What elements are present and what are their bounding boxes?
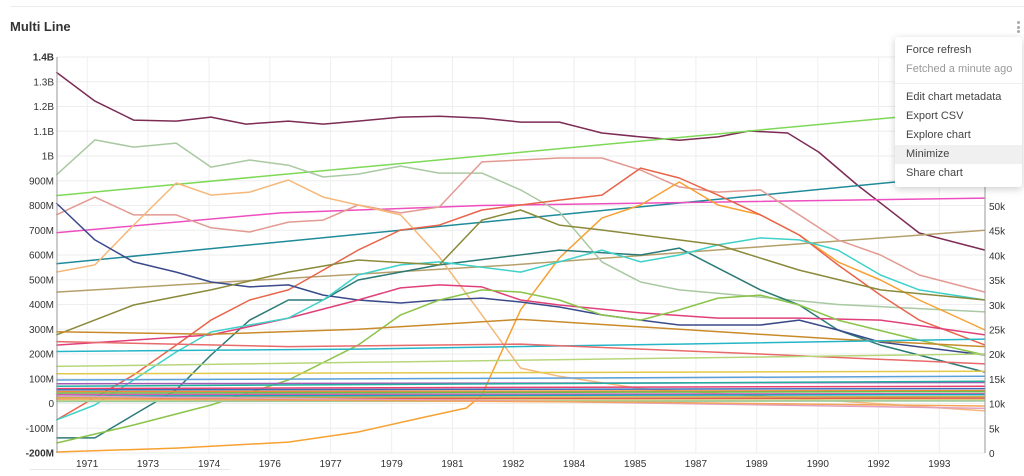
y2-tick-label: 15k xyxy=(989,375,1006,386)
series-line-1 xyxy=(56,108,986,197)
series-line-24 xyxy=(56,385,986,390)
y-tick-label: 1.1B xyxy=(33,127,54,138)
menu-divider xyxy=(895,83,1022,84)
top-divider xyxy=(10,6,1024,7)
series-line-17 xyxy=(56,338,986,353)
series-line-9 xyxy=(55,167,986,421)
series-line-14 xyxy=(56,289,986,444)
menu-fetched-status: Fetched a minute ago xyxy=(906,63,1013,75)
y-tick-label: 1.2B xyxy=(33,102,54,113)
y-tick-label: 0 xyxy=(48,399,54,410)
y2-tick-label: 5k xyxy=(989,424,1001,435)
y-tick-label: 700M xyxy=(29,226,54,237)
y2-tick-label: 40k xyxy=(989,251,1006,262)
series-line-35 xyxy=(56,397,986,407)
chart-options-menu: Force refresh Fetched a minute ago Edit … xyxy=(895,37,1022,187)
x-tick-label: 1987 xyxy=(685,459,708,470)
x-tick-label: 1992 xyxy=(867,459,890,470)
series-line-16 xyxy=(56,318,986,348)
tooltip-edge xyxy=(30,469,230,470)
y-tick-label: 600M xyxy=(29,251,54,262)
series-line-8 xyxy=(56,181,986,453)
x-tick-label: 1985 xyxy=(624,459,647,470)
series-line-13 xyxy=(55,237,986,421)
menu-item-export-csv[interactable]: Export CSV xyxy=(906,110,964,122)
series-line-28 xyxy=(56,392,986,396)
y2-tick-label: 30k xyxy=(989,301,1006,312)
menu-item-edit-chart-metadata[interactable]: Edit chart metadata xyxy=(906,91,1002,103)
series-line-12 xyxy=(56,284,986,346)
y-tick-label: -100M xyxy=(26,424,54,435)
series-line-32 xyxy=(56,399,986,402)
series-line-0 xyxy=(55,71,986,251)
y-tick-label: 1B xyxy=(42,152,55,163)
y-tick-label: 300M xyxy=(29,325,54,336)
series-line-23 xyxy=(56,380,986,387)
menu-item-share-chart[interactable]: Share chart xyxy=(906,167,963,179)
x-tick-label: 1989 xyxy=(746,459,769,470)
series-line-6 xyxy=(55,157,986,293)
y2-tick-label: 25k xyxy=(989,326,1006,337)
series-line-11 xyxy=(55,202,986,356)
x-tick-label: 1973 xyxy=(137,459,160,470)
menu-item-force-refresh[interactable]: Force refresh xyxy=(906,44,972,56)
y2-tick-label: 0 xyxy=(989,449,995,460)
x-tick-label: 1974 xyxy=(198,459,221,470)
y2-tick-label: 20k xyxy=(989,350,1006,361)
x-tick-label: 1984 xyxy=(563,459,586,470)
series-line-15 xyxy=(55,209,986,336)
y-tick-label: 900M xyxy=(29,176,54,187)
x-tick-label: 1990 xyxy=(807,459,830,470)
series-line-20 xyxy=(56,370,986,375)
series-line-26 xyxy=(56,389,986,393)
y2-tick-label: 35k xyxy=(989,276,1006,287)
series-line-27 xyxy=(56,390,986,394)
chart-title: Multi Line xyxy=(10,19,71,34)
series-line-2 xyxy=(56,172,986,265)
y2-tick-label: 10k xyxy=(989,400,1006,411)
x-tick-label: 1977 xyxy=(319,459,342,470)
x-tick-label: 1971 xyxy=(76,459,99,470)
menu-item-explore-chart[interactable]: Explore chart xyxy=(906,129,971,141)
more-options-icon[interactable] xyxy=(1014,21,1022,37)
y-tick-label: 800M xyxy=(29,201,54,212)
series-line-4 xyxy=(56,229,986,293)
series-line-3 xyxy=(56,197,986,234)
x-tick-label: 1981 xyxy=(441,459,464,470)
x-tick-label: 1993 xyxy=(928,459,951,470)
y-tick-label: 200M xyxy=(29,350,54,361)
x-tick-label: 1982 xyxy=(502,459,525,470)
series-group xyxy=(55,71,986,453)
y-tick-label: 1.4B xyxy=(33,53,54,64)
x-tick-label: 1976 xyxy=(259,459,282,470)
x-tick-label: 1979 xyxy=(381,459,404,470)
series-line-19 xyxy=(56,353,986,368)
y-tick-label: 1.3B xyxy=(33,77,54,88)
series-line-18 xyxy=(56,340,986,365)
y-tick-label: 400M xyxy=(29,300,54,311)
y2-tick-label: 50k xyxy=(989,202,1006,213)
series-line-25 xyxy=(56,387,986,391)
series-line-21 xyxy=(56,375,986,381)
menu-item-minimize[interactable]: Minimize xyxy=(895,145,1022,164)
y-tick-label: 500M xyxy=(29,275,54,286)
series-line-5 xyxy=(55,139,986,313)
y-tick-label: 100M xyxy=(29,374,54,385)
series-line-7 xyxy=(56,179,986,412)
y-tick-label: -200M xyxy=(26,449,54,460)
y2-tick-label: 45k xyxy=(989,227,1006,238)
series-line-29 xyxy=(56,393,986,397)
